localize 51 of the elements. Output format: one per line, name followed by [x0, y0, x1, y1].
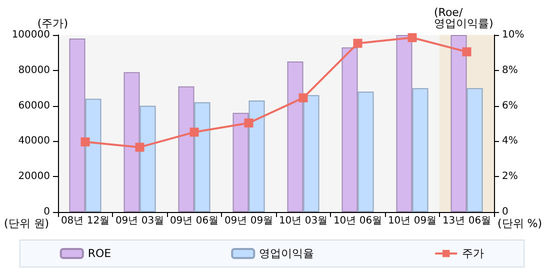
bar: [412, 88, 428, 212]
x-tick-label: 09년 03월: [115, 216, 164, 226]
bar: [303, 95, 320, 212]
bar: [178, 86, 194, 212]
y2-tick-label: 4%: [502, 136, 518, 147]
bar: [232, 112, 249, 212]
x-tick-label: 09년 09월: [224, 216, 274, 226]
y-tick-label: 20000: [18, 171, 50, 182]
point: [462, 47, 472, 56]
x-tick-label: 08년 12월: [60, 216, 110, 226]
point: [408, 33, 417, 42]
point: [190, 128, 199, 137]
bar: [287, 62, 304, 212]
bar: [124, 72, 140, 212]
y2-tick-label: 8%: [502, 64, 518, 76]
y-tick-label: 100000: [12, 30, 50, 40]
bar: [342, 47, 358, 212]
y2-tick-label: 6%: [502, 100, 518, 112]
bar: [85, 98, 102, 212]
bar: [450, 35, 467, 212]
bar: [140, 106, 156, 212]
legend-label: 영업이익율: [259, 247, 314, 260]
y-tick-label: 40000: [18, 136, 50, 147]
point: [80, 137, 90, 146]
bar: [248, 100, 265, 212]
bar: [194, 102, 210, 212]
x-tick-label: 10년 03월: [278, 216, 328, 226]
legend-label: 주가: [462, 247, 484, 260]
y2-tick-label: 2%: [502, 171, 518, 182]
y-tick-label: 0: [44, 206, 50, 218]
point: [244, 118, 254, 128]
bar: [396, 35, 412, 212]
y2-tick-label: 0: [502, 206, 508, 218]
point: [353, 38, 362, 48]
y-tick-label: 80000: [18, 64, 50, 76]
x-tick-label: 10년 09월: [388, 216, 437, 226]
bar: [466, 88, 483, 212]
point: [298, 93, 308, 102]
y2-axis-title: (Roe/ 영업이익률): [434, 6, 494, 30]
bar: [358, 92, 374, 212]
x-tick-label: 09년 06월: [170, 216, 219, 226]
x-tick-label: 10년 06월: [333, 216, 382, 226]
y-tick-label: 60000: [18, 100, 50, 112]
y2-tick-label: 10%: [502, 30, 524, 40]
text: (단위 %): [497, 217, 542, 230]
x-tick-label: 13년 06월: [442, 216, 492, 226]
legend-label: ROE: [88, 247, 112, 260]
text: (단위 원): [4, 217, 50, 230]
y-axis-title: (주가): [37, 17, 68, 30]
point: [135, 142, 144, 152]
bar: [69, 38, 86, 212]
